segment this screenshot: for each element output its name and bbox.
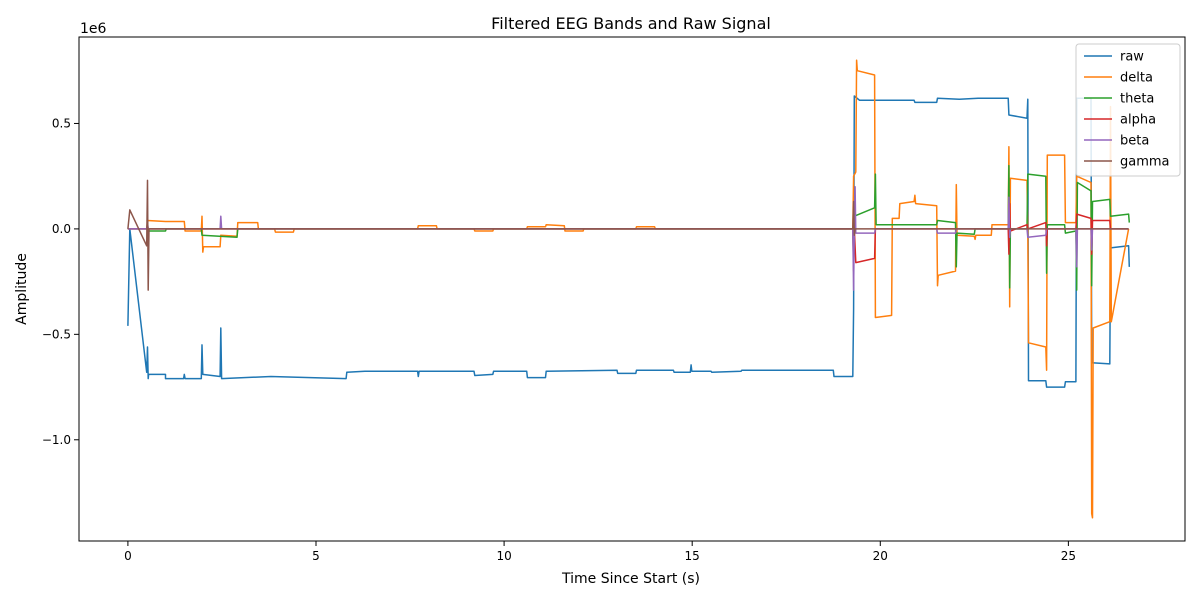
- series-line-delta: [127, 59, 1130, 519]
- legend-label-theta: theta: [1120, 92, 1154, 107]
- x-axis-ticks: 0 5 10 15 20 25: [124, 541, 1076, 563]
- x-tick-label: 10: [496, 549, 511, 563]
- legend-label-delta: delta: [1120, 71, 1153, 86]
- y-tick-label: 0.0: [52, 222, 71, 236]
- legend: raw delta theta alpha beta gamma: [1075, 43, 1181, 177]
- series-line-gamma: [127, 179, 1129, 291]
- x-tick-label: 15: [685, 549, 700, 563]
- y-tick-label: 0.5: [52, 116, 71, 130]
- axes-frame: [78, 36, 1186, 542]
- chart-title: Filtered EEG Bands and Raw Signal: [491, 14, 771, 33]
- legend-label-alpha: alpha: [1120, 113, 1156, 128]
- x-tick-label: 0: [124, 549, 132, 563]
- legend-label-beta: beta: [1120, 134, 1149, 149]
- x-tick-label: 20: [873, 549, 888, 563]
- plot-area: [78, 36, 1186, 542]
- x-tick-label: 25: [1061, 549, 1076, 563]
- legend-label-gamma: gamma: [1120, 155, 1170, 170]
- y-offset-label: 1e6: [80, 21, 107, 37]
- y-axis-ticks: −1.0 −0.5 0.0 0.5: [42, 116, 79, 447]
- y-tick-label: −0.5: [42, 327, 71, 341]
- x-axis-label: Time Since Start (s): [561, 571, 700, 587]
- legend-label-raw: raw: [1120, 50, 1144, 65]
- series-layer: [127, 59, 1131, 519]
- y-tick-label: −1.0: [42, 433, 71, 447]
- y-axis-label: Amplitude: [14, 253, 30, 325]
- series-line-beta: [127, 185, 1129, 291]
- series-line-theta: [127, 164, 1131, 291]
- x-tick-label: 5: [312, 549, 320, 563]
